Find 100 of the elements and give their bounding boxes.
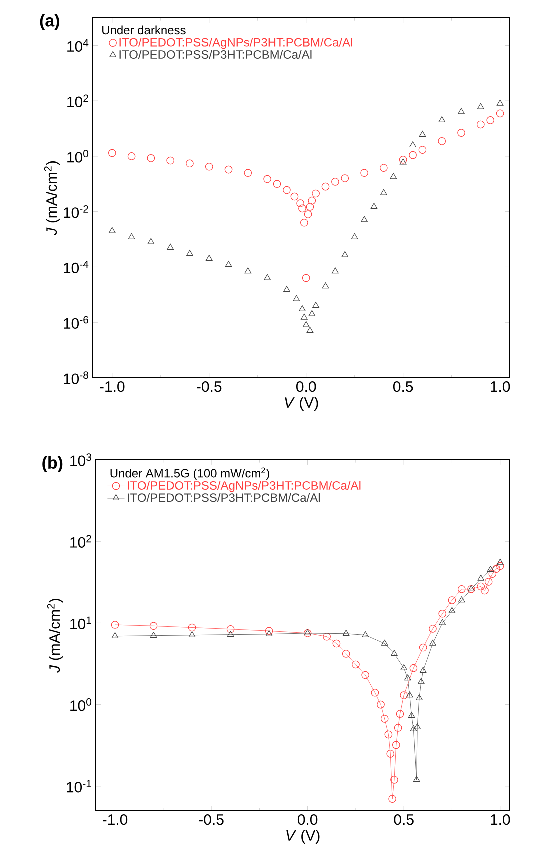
point: [342, 650, 350, 658]
point: [496, 558, 504, 565]
point: [166, 156, 174, 165]
point: [361, 216, 368, 222]
point: [408, 712, 416, 718]
legend-label: ITO/PEDOT:PSS/P3HT:PCBM/Ca/Al: [128, 493, 320, 502]
point: [400, 664, 408, 670]
point: [322, 182, 330, 191]
point: [332, 268, 339, 274]
legend-label: ITO/PEDOT:PSS/P3HT:PCBM/Ca/Al: [120, 50, 312, 59]
point: [264, 175, 272, 184]
point: [410, 142, 416, 148]
point: [386, 750, 395, 758]
point: [392, 741, 400, 750]
y-tick-label: 10$^{3}$: [70, 454, 92, 466]
point: [332, 640, 341, 648]
point: [458, 596, 466, 603]
y-tick-label: 10$^{-8}$: [64, 372, 89, 384]
point: [496, 110, 504, 118]
point: [341, 174, 350, 182]
point: [410, 725, 418, 732]
point: [371, 688, 380, 697]
point: [477, 582, 486, 591]
point: [128, 233, 136, 240]
point: [299, 306, 306, 312]
point: [167, 244, 174, 250]
point: [458, 129, 466, 137]
point: [438, 116, 446, 123]
point: [406, 692, 414, 698]
point: [418, 146, 427, 154]
point: [439, 619, 446, 626]
point: [377, 700, 385, 709]
point: [283, 186, 291, 194]
point: [404, 674, 412, 681]
point: [265, 627, 274, 636]
point: [362, 631, 369, 638]
y-tick-label: 10$^{0}$: [68, 150, 89, 163]
point: [438, 610, 446, 618]
x-tick-label: 0.5: [394, 814, 414, 826]
point: [419, 644, 428, 652]
point: [394, 724, 402, 732]
point: [420, 667, 427, 674]
point: [150, 622, 158, 630]
y-tick-label: 10$^{-1}$: [67, 780, 92, 793]
point: [458, 585, 466, 594]
point: [429, 625, 437, 633]
point: [300, 218, 308, 227]
x-axis-title: V (V): [286, 830, 320, 844]
point: [486, 116, 494, 124]
legend-label: ITO/PEDOT:PSS/AgNPs/P3HT:PCBM/Ca/Al: [128, 481, 361, 492]
point: [478, 574, 485, 581]
point: [227, 630, 234, 637]
point: [390, 776, 398, 784]
point: [225, 261, 232, 268]
point: [477, 103, 484, 110]
point: [293, 295, 300, 302]
point: [206, 254, 213, 261]
point: [487, 566, 494, 572]
point: [448, 596, 456, 604]
point: [112, 632, 119, 638]
point: [290, 192, 299, 201]
point: [306, 327, 314, 334]
point: [244, 169, 252, 178]
point: [484, 578, 493, 586]
point: [381, 640, 388, 646]
point: [351, 233, 358, 240]
x-tick-label: 0.5: [393, 382, 414, 392]
point: [380, 164, 388, 172]
point: [298, 204, 306, 213]
point: [413, 776, 420, 782]
point: [244, 268, 252, 274]
x-tick-label: -0.5: [197, 382, 222, 392]
y-tick-label: 10$^{-2}$: [64, 206, 88, 218]
point: [226, 625, 235, 634]
point: [148, 238, 155, 244]
y-tick-label: 10$^{2}$: [70, 535, 92, 548]
point: [128, 152, 136, 160]
point: [308, 310, 316, 316]
point: [186, 250, 194, 256]
legend-title: Under darkness: [102, 26, 186, 35]
point: [370, 203, 378, 210]
point: [360, 169, 368, 178]
x-tick-label: 0.0: [296, 382, 316, 392]
point: [186, 160, 194, 168]
point: [264, 274, 271, 280]
point: [400, 158, 407, 165]
point: [396, 710, 404, 718]
y-tick-label: 10$^{4}$: [68, 39, 89, 52]
point: [390, 173, 398, 180]
point: [448, 607, 456, 614]
point: [273, 180, 282, 188]
point: [150, 632, 158, 638]
legend-label: ITO/PEDOT:PSS/AgNPs/P3HT:PCBM/Ca/Al: [120, 38, 352, 50]
point: [419, 131, 426, 138]
point: [284, 286, 290, 292]
point: [492, 565, 500, 574]
x-tick-label: 0.0: [298, 814, 318, 826]
point: [108, 227, 116, 234]
point: [224, 166, 233, 174]
x-axis-title: V (V): [285, 397, 318, 411]
